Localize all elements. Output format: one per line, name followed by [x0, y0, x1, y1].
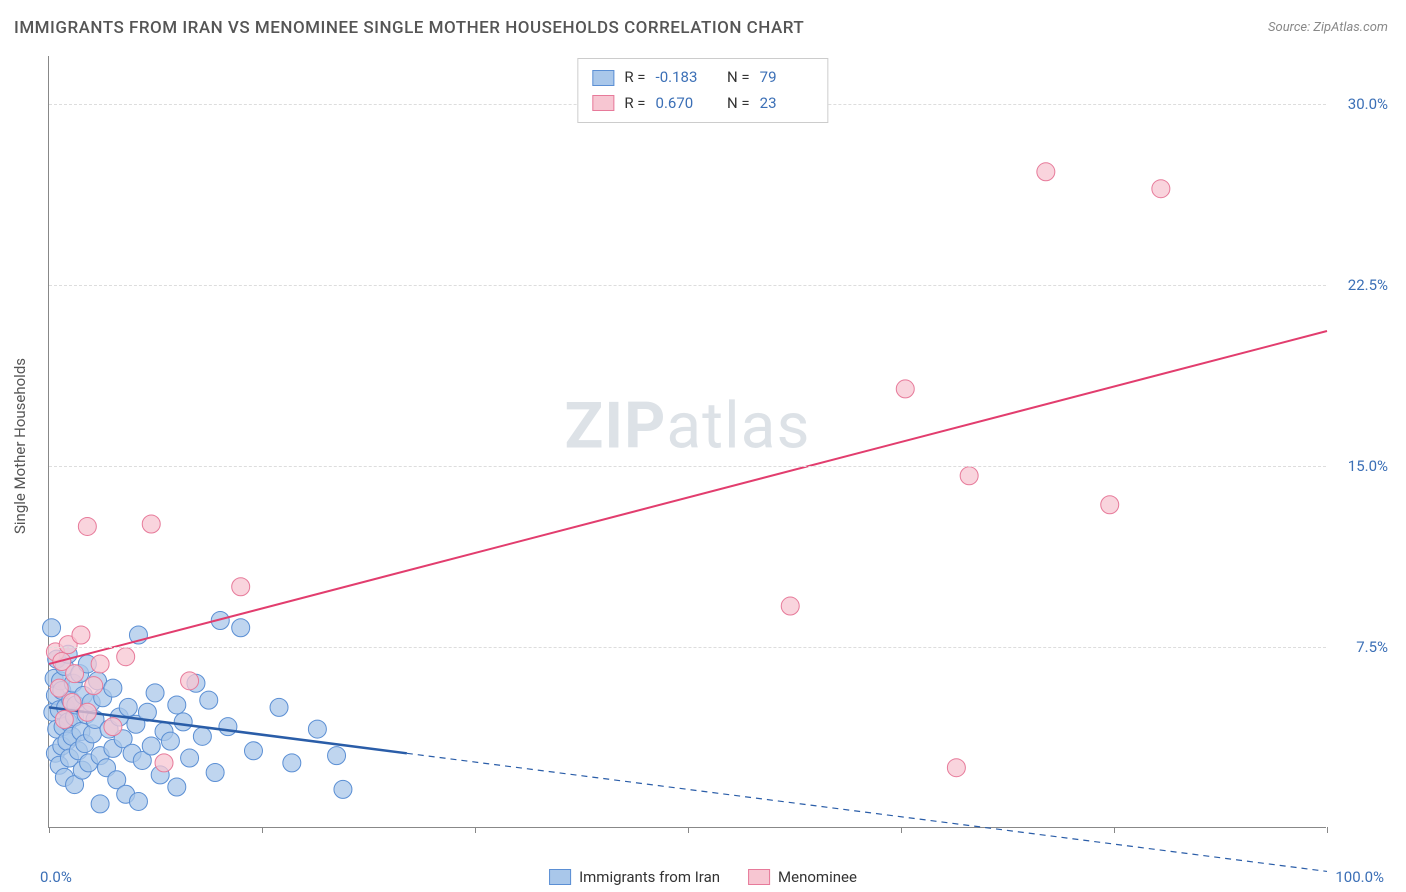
data-point: [43, 619, 61, 637]
grid-line: [49, 466, 1326, 467]
data-point: [129, 792, 147, 810]
legend-series: Immigrants from Iran Menominee: [549, 868, 857, 886]
data-point: [200, 691, 218, 709]
data-point: [104, 718, 122, 736]
legend-item: Menominee: [748, 868, 857, 886]
data-point: [181, 672, 199, 690]
data-point: [308, 720, 326, 738]
data-point: [119, 698, 137, 716]
x-tick: [262, 827, 263, 833]
trend-line-extrapolated: [407, 753, 1327, 871]
data-point: [55, 710, 73, 728]
x-tick: [49, 827, 50, 833]
data-point: [244, 742, 262, 760]
n-value: 79: [760, 65, 814, 91]
legend-swatch: [549, 869, 571, 885]
data-point: [1152, 180, 1170, 198]
legend-label: Menominee: [778, 868, 857, 886]
data-point: [161, 732, 179, 750]
x-axis-min-label: 0.0%: [40, 868, 72, 886]
x-axis-max-label: 100.0%: [1335, 868, 1384, 886]
data-point: [104, 679, 122, 697]
legend-swatch: [748, 869, 770, 885]
plot-area: ZIPatlas: [48, 56, 1326, 828]
legend-label: Immigrants from Iran: [579, 868, 720, 886]
data-point: [270, 698, 288, 716]
x-tick: [901, 827, 902, 833]
legend-stats: R = -0.183 N = 79R = 0.670 N = 23: [577, 58, 828, 123]
x-tick: [1327, 827, 1328, 833]
y-tick-label: 22.5%: [1348, 276, 1388, 294]
data-point: [91, 795, 109, 813]
data-point: [117, 648, 135, 666]
plot-svg: [49, 56, 1326, 827]
data-point: [72, 626, 90, 644]
data-point: [1037, 163, 1055, 181]
x-tick: [475, 827, 476, 833]
grid-line: [49, 285, 1326, 286]
grid-line: [49, 647, 1326, 648]
data-point: [142, 737, 160, 755]
data-point: [283, 754, 301, 772]
data-point: [146, 684, 164, 702]
y-tick-label: 30.0%: [1348, 95, 1388, 113]
data-point: [960, 467, 978, 485]
n-value: 23: [760, 91, 814, 117]
data-point: [947, 759, 965, 777]
data-point: [219, 718, 237, 736]
data-point: [142, 515, 160, 533]
legend-item: Immigrants from Iran: [549, 868, 720, 886]
data-point: [168, 778, 186, 796]
data-point: [781, 597, 799, 615]
legend-stat-row: R = -0.183 N = 79: [592, 65, 813, 91]
data-point: [206, 764, 224, 782]
data-point: [63, 694, 81, 712]
data-point: [66, 665, 84, 683]
data-point: [334, 780, 352, 798]
y-tick-label: 7.5%: [1356, 638, 1388, 656]
trend-line: [49, 331, 1327, 664]
data-point: [50, 679, 68, 697]
r-value: -0.183: [656, 65, 710, 91]
data-point: [85, 677, 103, 695]
legend-swatch: [592, 70, 614, 86]
y-axis-title: Single Mother Households: [11, 358, 29, 534]
data-point: [78, 517, 96, 535]
chart-title: IMMIGRANTS FROM IRAN VS MENOMINEE SINGLE…: [14, 18, 804, 38]
data-point: [168, 696, 186, 714]
data-point: [193, 727, 211, 745]
legend-swatch: [592, 95, 614, 111]
data-point: [1101, 496, 1119, 514]
data-point: [232, 619, 250, 637]
correlation-chart: IMMIGRANTS FROM IRAN VS MENOMINEE SINGLE…: [0, 0, 1406, 892]
data-point: [232, 578, 250, 596]
source-label: Source: ZipAtlas.com: [1268, 20, 1388, 35]
x-tick: [1114, 827, 1115, 833]
data-point: [91, 655, 109, 673]
data-point: [174, 713, 192, 731]
r-value: 0.670: [656, 91, 710, 117]
legend-stat-row: R = 0.670 N = 23: [592, 91, 813, 117]
data-point: [181, 749, 199, 767]
data-point: [896, 380, 914, 398]
x-tick: [688, 827, 689, 833]
data-point: [328, 747, 346, 765]
y-tick-label: 15.0%: [1348, 457, 1388, 475]
data-point: [155, 754, 173, 772]
data-point: [78, 703, 96, 721]
